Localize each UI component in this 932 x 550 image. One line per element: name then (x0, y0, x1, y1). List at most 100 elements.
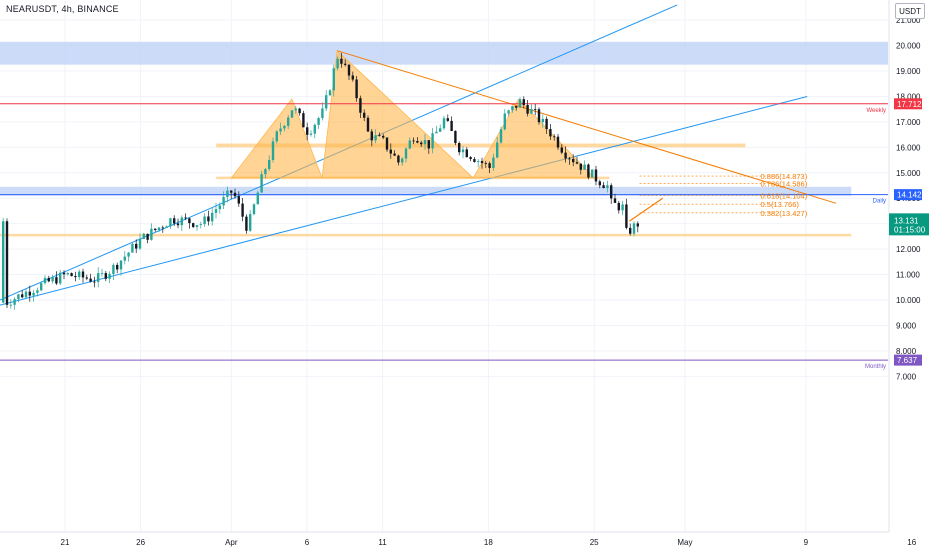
candle-body (435, 131, 438, 134)
fib-level-label: 0.382(13.427) (761, 209, 808, 218)
currency-selector[interactable]: USDT (895, 3, 925, 19)
candle-body (359, 98, 362, 113)
time-axis-bg (0, 532, 932, 550)
time-axis-tick: Apr (225, 538, 238, 547)
price-axis-tick: 7.000 (896, 372, 917, 381)
candle-body (446, 118, 449, 121)
candle-body (606, 185, 609, 189)
candle-body (480, 161, 484, 164)
candle-body (2, 221, 5, 303)
price-zone (0, 41, 888, 65)
candle-body (507, 110, 510, 114)
candle-body (81, 271, 85, 278)
candle-body (568, 158, 571, 160)
candle-body (522, 99, 525, 105)
candle-body (150, 228, 153, 240)
fib-level-label: 0.618(14.104) (761, 192, 808, 201)
candle-body (199, 224, 202, 226)
candle-body (385, 137, 389, 150)
candle-body (62, 272, 66, 275)
candle-body (104, 273, 107, 279)
candle-body (313, 124, 316, 134)
key-level-tag: Daily (873, 199, 886, 205)
candle-body (587, 164, 590, 178)
candle-body (382, 135, 385, 138)
time-axis-tick: 26 (136, 538, 145, 547)
time-axis-tick: 16 (907, 538, 916, 547)
candle-body (579, 163, 582, 170)
candle-body (416, 141, 419, 143)
candle-body (545, 118, 548, 130)
candle-body (317, 118, 320, 125)
candle-body (461, 149, 465, 153)
candle-body (116, 264, 119, 270)
key-level-tag: Monthly (865, 364, 886, 370)
candle-body (119, 260, 123, 270)
candle-body (51, 277, 54, 282)
price-zone (0, 233, 852, 237)
price-axis-tick: 12.000 (896, 245, 921, 254)
candle-body (340, 58, 343, 64)
candle-body (180, 217, 183, 226)
candle-body (549, 129, 552, 137)
price-axis-tick: 21.000 (896, 16, 921, 25)
candle-body (632, 223, 636, 234)
candle-body (108, 274, 111, 279)
candle-body (9, 304, 12, 306)
candle-body (271, 141, 275, 160)
candle-body (173, 218, 176, 224)
candle-body (21, 294, 24, 298)
candle-body (256, 192, 259, 205)
time-axis-tick: 21 (61, 538, 70, 547)
candle-body (629, 227, 632, 234)
candle-body (24, 291, 28, 298)
key-level-axis-label: 14.142 (897, 191, 922, 200)
candle-body (55, 277, 58, 284)
candle-body (241, 203, 244, 217)
candle-body (154, 228, 157, 230)
candle-body (594, 169, 598, 182)
candle-body (617, 202, 620, 211)
candle-body (97, 273, 100, 282)
fib-level-label: 0.886(14.873) (761, 172, 808, 181)
candle-body (454, 130, 457, 144)
candle-body (374, 135, 377, 141)
key-level-axis-label-bg (894, 189, 922, 201)
candle-body (511, 106, 514, 111)
candle-body (89, 278, 92, 282)
price-axis-tick: 16.000 (896, 143, 921, 152)
candle-body (294, 108, 297, 111)
candle-body (146, 233, 149, 240)
candle-body (192, 223, 195, 227)
time-axis-tick: 18 (484, 538, 493, 547)
candle-body (36, 290, 39, 293)
candle-body (214, 209, 218, 213)
descending-trendline (337, 50, 837, 204)
candle-body (553, 136, 556, 138)
candle-body (575, 162, 579, 164)
key-level-axis-label: 17.712 (897, 100, 922, 109)
candle-body (431, 133, 434, 149)
candle-body (613, 198, 617, 203)
candle-body (526, 104, 529, 114)
candle-body (161, 227, 164, 229)
candle-body (439, 128, 442, 132)
candle-body (222, 197, 225, 206)
candle-body (325, 95, 328, 109)
candle-body (309, 133, 313, 135)
candle-body (370, 131, 373, 141)
key-level-tag: Weekly (866, 108, 886, 114)
candle-body (28, 291, 31, 296)
price-axis-bg (889, 0, 932, 550)
time-axis-tick: 6 (305, 538, 310, 547)
candle-body (17, 294, 20, 300)
candle-body (93, 281, 96, 283)
candle-body (249, 214, 252, 231)
price-axis-tick: 8.000 (896, 347, 917, 356)
candle-body (157, 227, 161, 230)
fib-level-label: 0.786(14.586) (761, 179, 808, 188)
candle-body (404, 148, 408, 159)
candle-body (621, 204, 624, 211)
